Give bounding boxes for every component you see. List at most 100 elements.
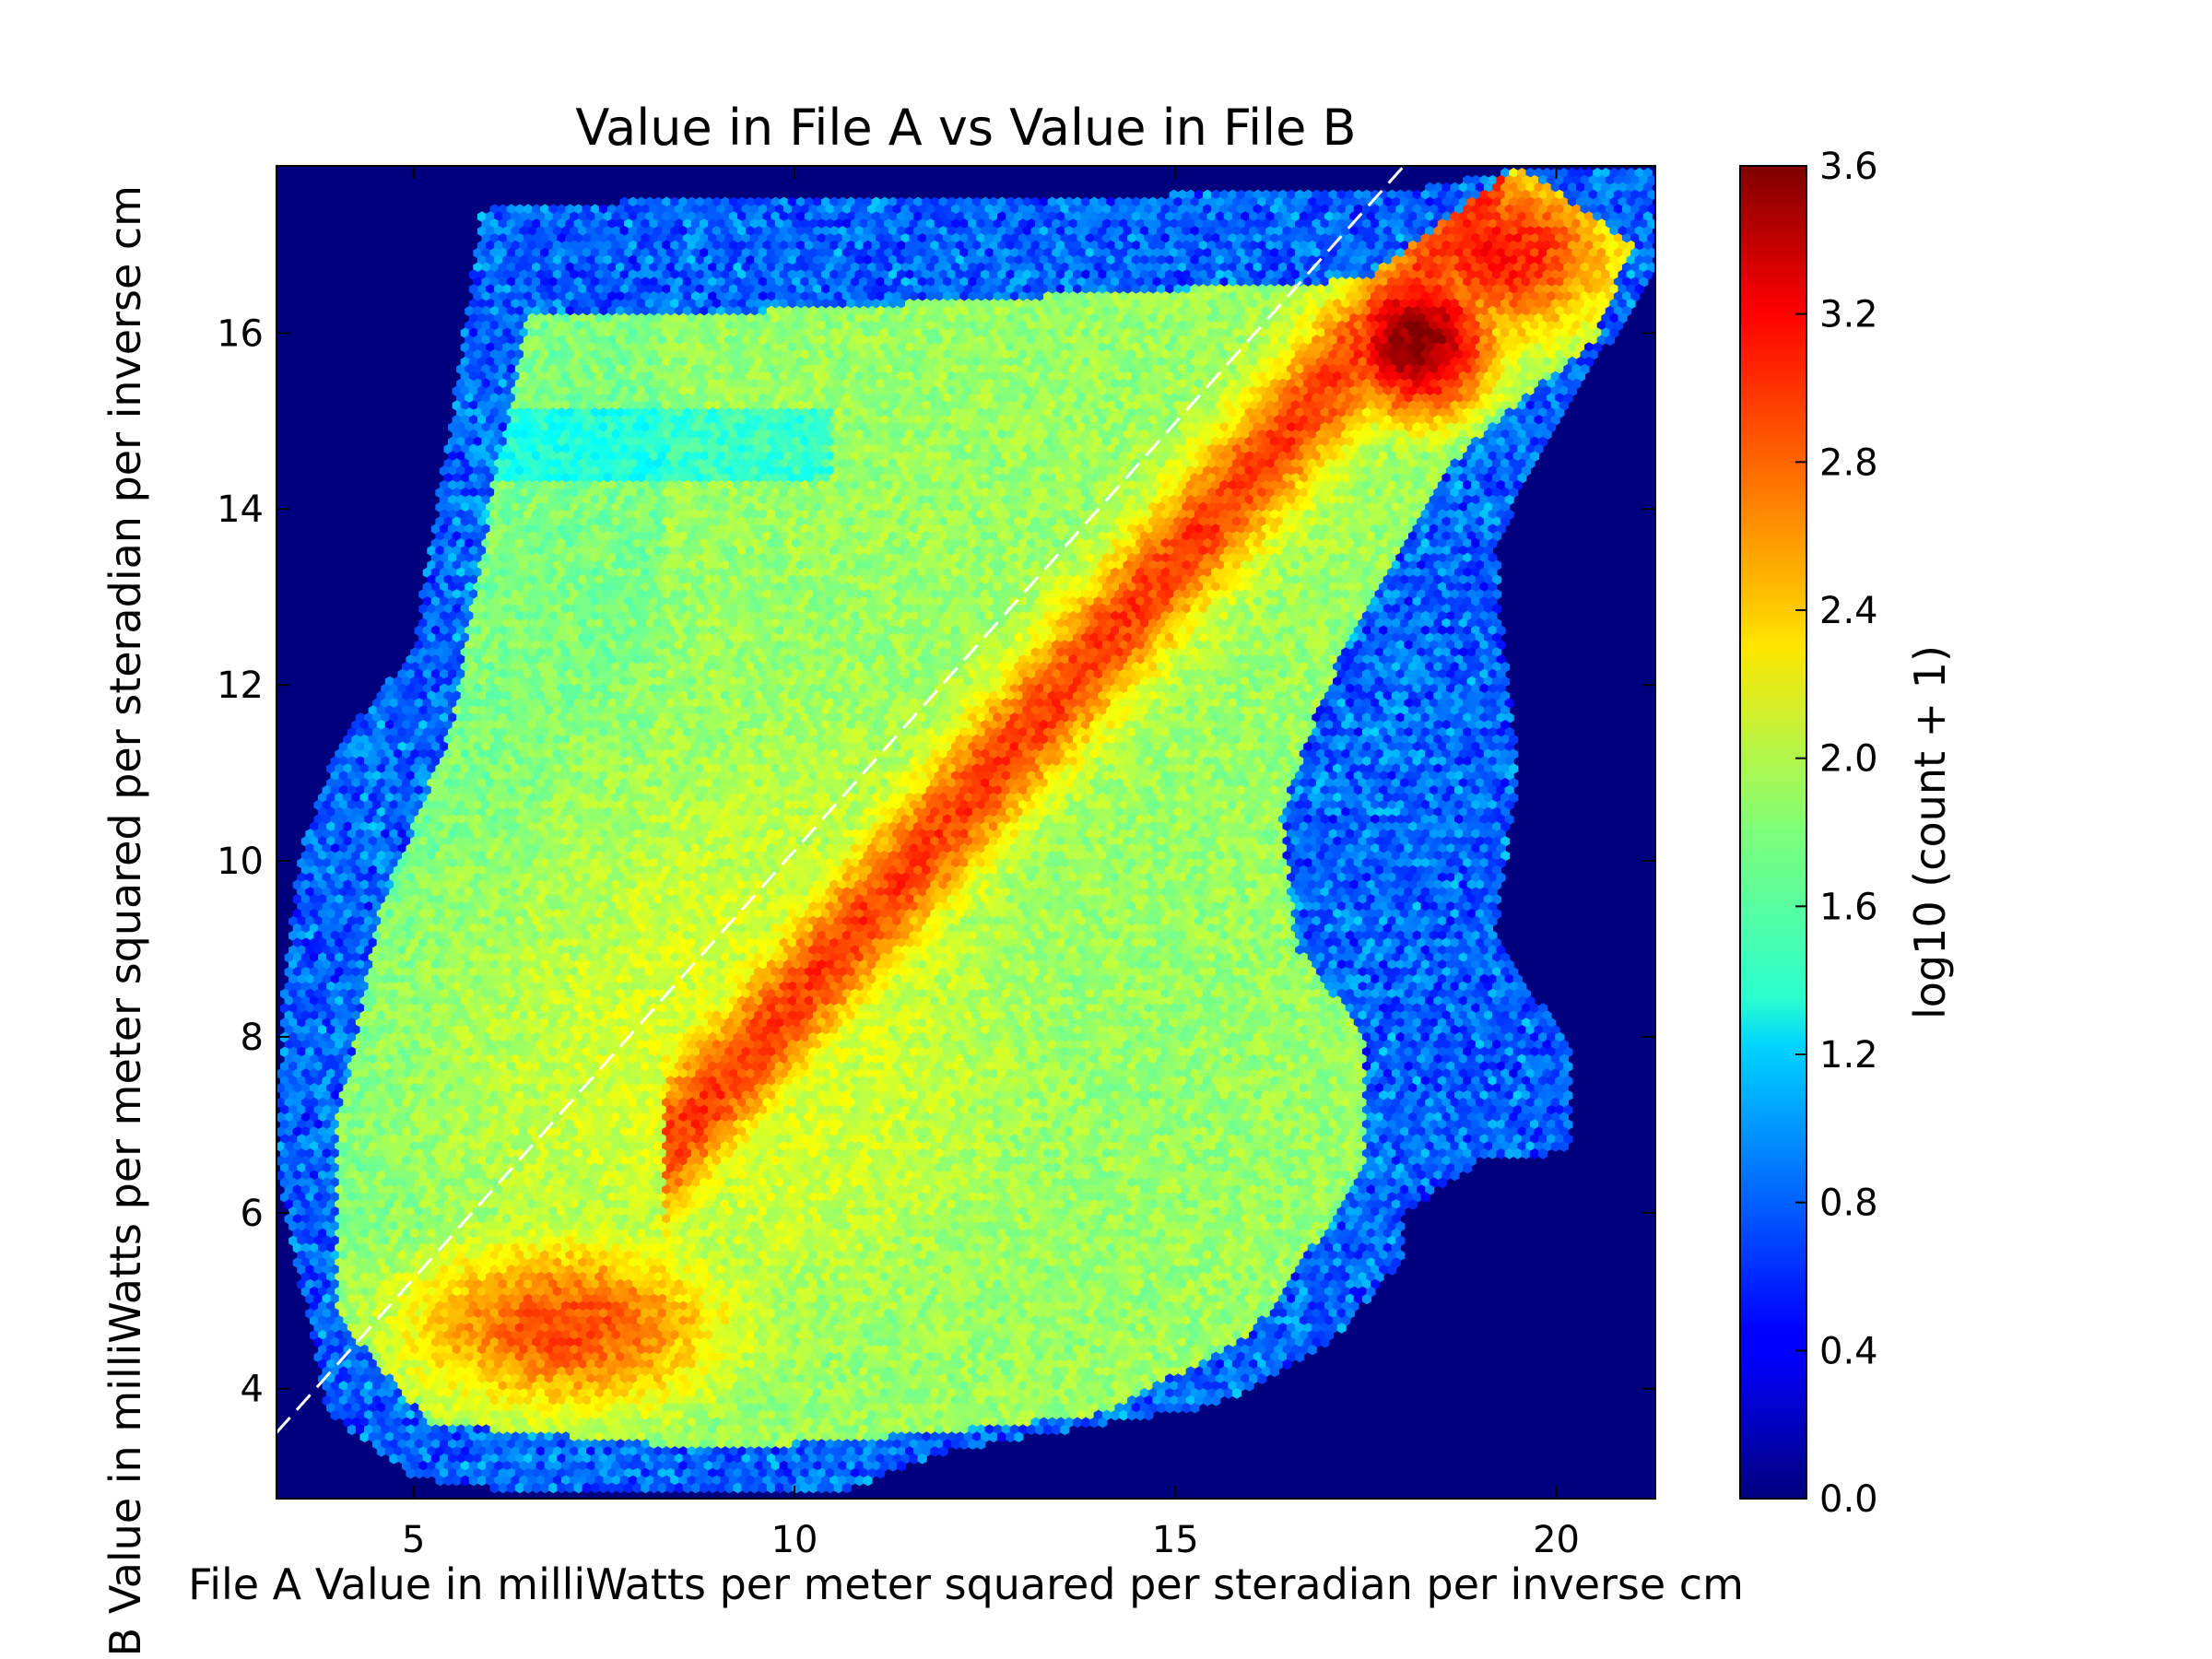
hexbin-cell: [1299, 196, 1309, 208]
hexbin-cell: [1593, 168, 1603, 179]
hexbin-cell: [1441, 182, 1452, 194]
hexbin-cell: [1596, 189, 1606, 201]
hexbin-cell: [1277, 189, 1288, 201]
hexbin-cell: [800, 204, 810, 216]
hexbin-cell: [1081, 196, 1091, 208]
hexbin-cell: [1382, 196, 1393, 208]
hexbin-cell: [1371, 189, 1381, 201]
hexbin-cell: [1639, 189, 1649, 201]
hexbin-cell: [771, 196, 781, 208]
hexbin-cell: [900, 204, 911, 216]
hexbin-cell: [1622, 174, 1632, 186]
hexbin-cell: [833, 204, 843, 216]
hexbin-cell: [867, 204, 877, 216]
hexbin-cell: [1567, 168, 1577, 179]
hexbin-cell: [1517, 168, 1527, 179]
hexbin-cell: [1647, 189, 1655, 201]
hexbin-cell: [1114, 196, 1124, 208]
hexbin-cell: [825, 204, 835, 216]
hexbin-cell: [1618, 196, 1628, 208]
hexbin-cell: [971, 196, 982, 208]
hexbin-cell: [1287, 189, 1297, 201]
hexbin-cell: [523, 204, 534, 216]
hexbin-cell: [590, 204, 600, 216]
hexbin-cell: [1509, 168, 1519, 179]
hexbin-cell: [1601, 196, 1611, 208]
hexbin-cell: [1001, 204, 1011, 216]
hexbin-cell: [1529, 174, 1540, 186]
hexbin-cell: [1618, 182, 1628, 194]
hexbin-cell: [1387, 189, 1397, 201]
hexbin-cell: [934, 204, 944, 216]
hexbin-cell: [1030, 196, 1041, 208]
hexbin-cell: [879, 196, 889, 208]
hexbin-cell: [1147, 196, 1158, 208]
hexbin-cell: [1571, 174, 1582, 186]
hexbin-cell: [1425, 182, 1435, 194]
hexbin-cell: [808, 204, 818, 216]
hexbin-cell: [712, 196, 722, 208]
hexbin-cell: [1391, 196, 1401, 208]
hexbin-cell: [1500, 168, 1511, 179]
hexbin-cell: [1466, 182, 1477, 194]
hexbin-cell: [1043, 204, 1053, 216]
hexbin-cell: [540, 204, 550, 216]
hexbin-cell: [905, 196, 915, 208]
hexbin-cell: [1361, 189, 1372, 201]
hexbin-cell: [1642, 168, 1653, 179]
hexbin-cell: [863, 196, 873, 208]
hexbin-cell: [1492, 182, 1502, 194]
hexbin-cell: [1529, 189, 1540, 201]
hexbin-cell: [1123, 196, 1133, 208]
hexbin-cell: [1353, 189, 1363, 201]
hexbin-cell: [947, 196, 957, 208]
hexbin-cell: [762, 196, 772, 208]
hexbin-cell: [1601, 168, 1611, 179]
hexbin-cell: [1139, 196, 1149, 208]
hexbin-cell: [1521, 189, 1531, 201]
hexbin-cell: [606, 204, 618, 216]
hexbin-cell: [896, 196, 906, 208]
hexbin-cell: [1312, 189, 1322, 201]
hexbin-cell: [758, 204, 768, 216]
hexbin-cell: [1504, 174, 1514, 186]
hexbin-cell: [1307, 196, 1317, 208]
hexbin-cell: [1605, 174, 1615, 186]
hexbin-cell: [779, 196, 789, 208]
hexbin-cell: [1626, 182, 1636, 194]
hexbin-cell: [1517, 182, 1527, 194]
hexbin-cell: [830, 196, 840, 208]
hexbin-cell: [1198, 196, 1208, 208]
hexbin-cell: [1274, 196, 1284, 208]
hexbin-cell: [1613, 174, 1624, 186]
hexbin-cell: [1026, 204, 1037, 216]
chart-title: Value in File A vs Value in File B: [575, 99, 1356, 157]
hexbin-cell: [1538, 174, 1548, 186]
hexbin-cell: [1106, 196, 1116, 208]
hexbin-cell: [628, 196, 638, 208]
hexbin-cell: [662, 196, 672, 208]
hexbin-cell: [1571, 189, 1582, 201]
hexbin-cell: [1177, 189, 1187, 201]
hexbin-cell: [1534, 182, 1544, 194]
hexbin-cell: [993, 204, 1003, 216]
hexbin-cell: [876, 204, 886, 216]
hexbin-cell: [1450, 196, 1460, 208]
hexbin-cell: [1450, 182, 1460, 194]
hexbin-cell: [1534, 196, 1544, 208]
hexbin-cell: [1492, 196, 1502, 208]
hexbin-cell: [1417, 196, 1427, 208]
hexbin-cell: [1039, 196, 1049, 208]
hexbin-cell: [1009, 204, 1019, 216]
hexbin-cell: [792, 204, 802, 216]
hexbin-cell: [737, 196, 747, 208]
hexbin-cell: [1433, 196, 1443, 208]
hexbin-cell: [532, 204, 542, 216]
hexbin-cell: [557, 204, 567, 216]
hexbin-cell: [582, 204, 592, 216]
hexbin-cell: [1466, 196, 1477, 208]
hexbin-cell: [783, 204, 794, 216]
hexbin-cell: [1609, 182, 1619, 194]
hexbin-cell: [1475, 196, 1485, 208]
hexbin-cell: [1219, 189, 1230, 201]
